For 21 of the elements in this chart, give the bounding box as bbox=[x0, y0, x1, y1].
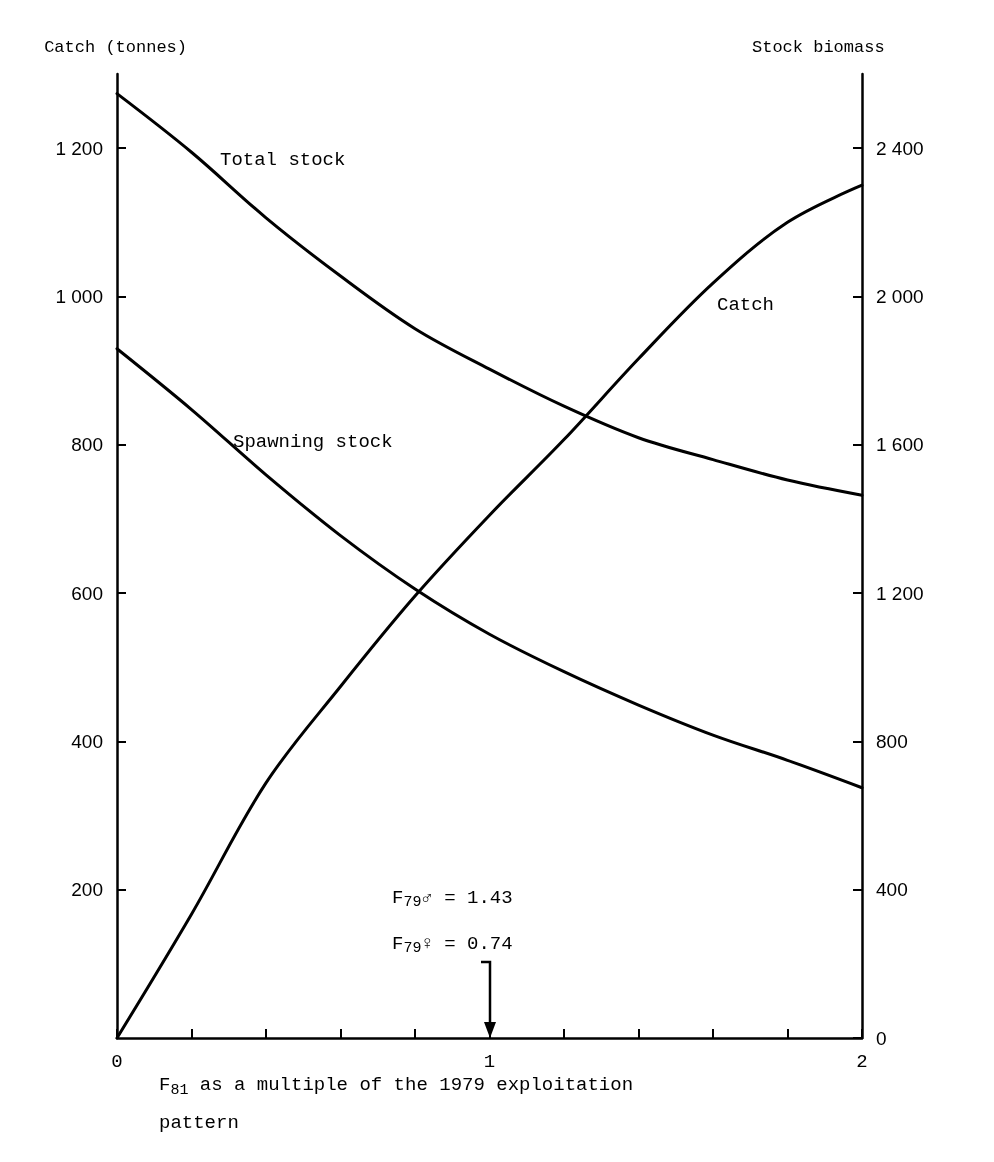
y2-tick-label: 2 000 bbox=[876, 285, 924, 307]
y-tick-label: 200 bbox=[71, 879, 103, 901]
y2-tick-label: 2 400 bbox=[876, 137, 924, 159]
y-tick-label: 600 bbox=[71, 582, 103, 604]
y2-tick-label: 400 bbox=[876, 879, 908, 901]
y-tick-label: 1 000 bbox=[55, 285, 103, 307]
y2-tick-label: 0 bbox=[876, 1027, 887, 1049]
y2-tick-label: 1 600 bbox=[876, 434, 924, 456]
x-tick-label: 2 bbox=[856, 1050, 868, 1073]
y-tick-label: 400 bbox=[71, 730, 103, 752]
y2-tick-label: 1 200 bbox=[876, 582, 924, 604]
y-axis-title: Catch (tonnes) bbox=[44, 38, 187, 57]
x-tick-label: 1 bbox=[483, 1050, 496, 1073]
series-label: Spawning stock bbox=[233, 430, 393, 453]
series-label: Total stock bbox=[220, 148, 346, 171]
y-tick-label: 800 bbox=[71, 434, 103, 456]
y2-tick-label: 800 bbox=[876, 730, 908, 752]
x-tick-label: 0 bbox=[111, 1050, 123, 1073]
y2-axis-title: Stock biomass bbox=[752, 38, 885, 57]
y-tick-label: 1 200 bbox=[55, 137, 103, 159]
series-label: Catch bbox=[717, 293, 775, 316]
